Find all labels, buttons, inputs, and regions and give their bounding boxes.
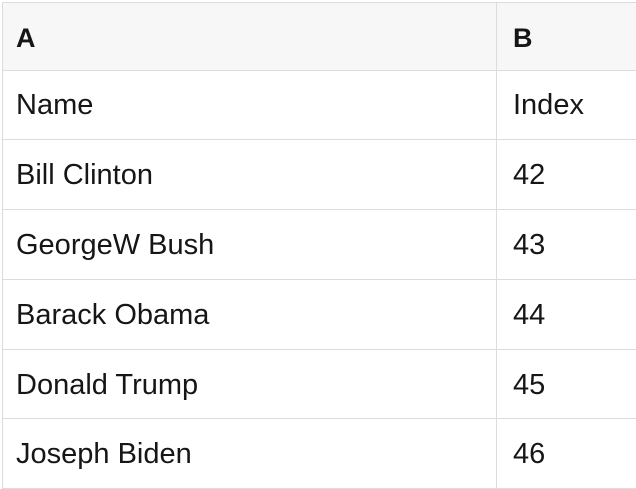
cell-a5[interactable]: Donald Trump [3, 349, 497, 419]
cell-text: 46 [513, 438, 546, 471]
cell-b6[interactable]: 46 [497, 419, 636, 488]
table-row: Name Index [3, 70, 636, 141]
cell-text: 42 [513, 159, 546, 192]
cell-b5[interactable]: 45 [497, 350, 636, 419]
column-header-a[interactable]: A [3, 3, 497, 70]
column-header-b[interactable]: B [497, 3, 636, 70]
table-body: Name Index Bill Clinton 42 GeorgeW Bush 43 Bar… [3, 70, 636, 489]
column-header-b-label: B [513, 22, 533, 53]
table-row: Joseph Biden 46 [3, 419, 636, 489]
cell-text: 45 [513, 368, 546, 401]
cell-b4[interactable]: 44 [497, 280, 636, 349]
cell-a3[interactable]: GeorgeW Bush [3, 210, 497, 279]
cell-b3[interactable]: 43 [497, 210, 636, 279]
cell-a1[interactable]: Name [3, 70, 497, 140]
cell-a4[interactable]: Barack Obama [3, 279, 497, 349]
cell-a6[interactable]: Joseph Biden [3, 419, 497, 489]
column-header-a-label: A [16, 22, 36, 53]
table-header-row: A B [3, 3, 636, 71]
cell-text: Donald Trump [16, 368, 199, 401]
cell-text: 44 [513, 298, 546, 331]
cell-text: Bill Clinton [16, 159, 153, 192]
table-row: Bill Clinton 42 [3, 140, 636, 211]
cell-b2[interactable]: 42 [497, 140, 636, 209]
cell-b1[interactable]: Index [497, 71, 636, 140]
cell-text: 43 [513, 228, 546, 261]
cell-text: Joseph Biden [16, 438, 192, 471]
table-row: Donald Trump 45 [3, 349, 636, 420]
cell-text: Index [513, 89, 584, 122]
table-row: GeorgeW Bush 43 [3, 210, 636, 280]
cell-a2[interactable]: Bill Clinton [3, 140, 497, 210]
table-row: Barack Obama 44 [3, 279, 636, 350]
cell-text: Barack Obama [16, 298, 210, 331]
cell-text: GeorgeW Bush [16, 228, 215, 261]
cell-text: Name [16, 89, 94, 122]
